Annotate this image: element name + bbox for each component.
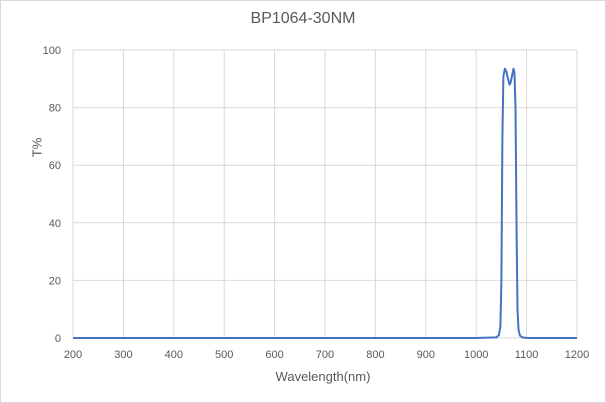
x-tick-label: 400 <box>165 349 183 361</box>
y-tick-label: 60 <box>49 160 61 172</box>
x-axis-label: Wavelength(nm) <box>275 369 371 384</box>
y-tick-label: 100 <box>43 45 61 57</box>
y-tick-label: 0 <box>55 333 61 345</box>
x-tick-label: 1100 <box>515 349 539 361</box>
x-tick-label: 1000 <box>464 349 488 361</box>
x-tick-label: 200 <box>64 349 82 361</box>
y-tick-label: 80 <box>49 103 61 115</box>
chart-title: BP1064-30NM <box>250 10 356 27</box>
y-tick-label: 40 <box>49 218 61 230</box>
x-tick-label: 500 <box>215 349 233 361</box>
x-tick-label: 1200 <box>565 349 589 361</box>
x-tick-label: 600 <box>265 349 283 361</box>
x-tick-label: 900 <box>417 349 435 361</box>
y-tick-label: 20 <box>49 275 61 287</box>
x-tick-label: 700 <box>316 349 334 361</box>
transmission-line <box>73 67 577 339</box>
x-tick-label: 300 <box>114 349 132 361</box>
x-tick-label: 800 <box>366 349 384 361</box>
